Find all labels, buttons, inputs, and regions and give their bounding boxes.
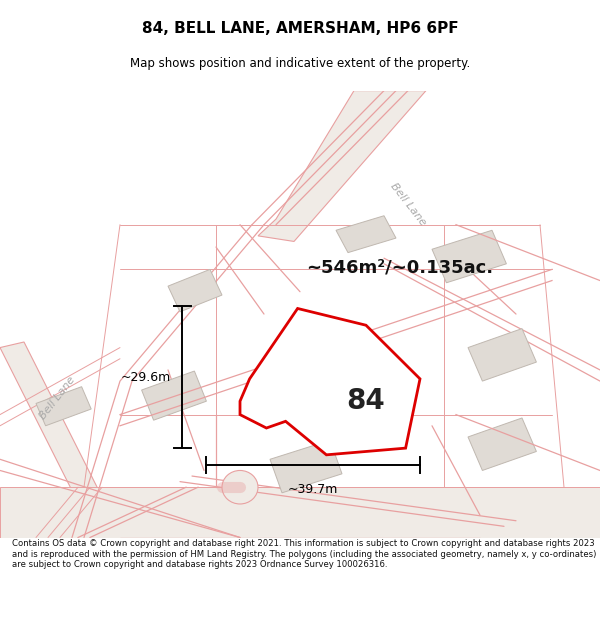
Polygon shape: [240, 309, 420, 455]
Polygon shape: [36, 387, 91, 426]
Polygon shape: [142, 371, 206, 420]
Text: ~29.6m: ~29.6m: [120, 371, 170, 384]
Circle shape: [222, 471, 258, 504]
Polygon shape: [468, 329, 536, 381]
Polygon shape: [336, 216, 396, 252]
Polygon shape: [0, 488, 600, 538]
Text: Contains OS data © Crown copyright and database right 2021. This information is : Contains OS data © Crown copyright and d…: [12, 539, 596, 569]
Polygon shape: [258, 91, 426, 241]
Text: ~39.7m: ~39.7m: [288, 482, 338, 496]
Text: 84, BELL LANE, AMERSHAM, HP6 6PF: 84, BELL LANE, AMERSHAM, HP6 6PF: [142, 21, 458, 36]
Text: Bell Lane: Bell Lane: [388, 181, 428, 228]
Polygon shape: [468, 418, 536, 471]
Text: ~546m²/~0.135ac.: ~546m²/~0.135ac.: [306, 258, 493, 276]
Polygon shape: [432, 230, 506, 282]
Polygon shape: [0, 342, 114, 526]
Polygon shape: [168, 269, 222, 312]
Text: 84: 84: [347, 388, 385, 415]
Polygon shape: [270, 440, 342, 493]
Text: Bell Lane: Bell Lane: [38, 374, 77, 421]
Text: Map shows position and indicative extent of the property.: Map shows position and indicative extent…: [130, 58, 470, 71]
